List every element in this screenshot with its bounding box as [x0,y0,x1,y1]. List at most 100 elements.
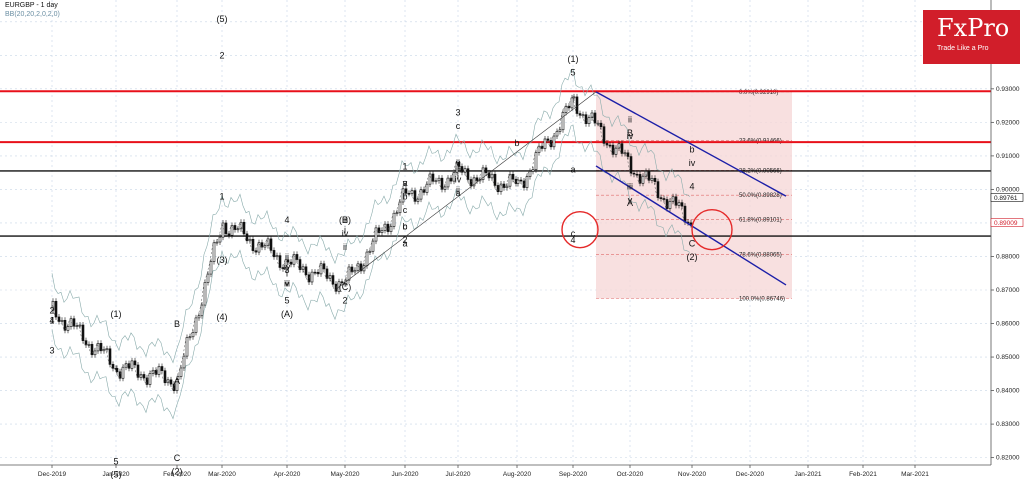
candle-body [457,161,461,167]
time-tick-label: Sep-2020 [559,471,588,478]
wave-label: (4) [217,312,228,322]
wave-label: iv [342,228,349,238]
candle-body [66,326,70,331]
candle-body [298,259,302,270]
candle-body [665,199,669,209]
candle-body [662,198,666,200]
candle-body [84,340,88,346]
wave-label: 4 [570,235,575,245]
candle-body [623,152,627,155]
candle-body [419,189,423,200]
candle-body [57,316,61,322]
candle-body [148,373,152,385]
wave-label: iii [342,215,348,225]
wave-label: (5) [111,470,122,479]
wave-label: 4 [284,215,289,225]
wave-label: (1) [568,54,579,64]
candle-body [680,202,684,207]
candle-body [499,183,503,193]
candle-body [377,227,381,233]
candle-body [493,173,497,186]
candle-body [546,138,550,141]
wave-label: c [456,121,461,131]
time-tick-label: Dec-2020 [736,471,765,478]
wave-label: (5) [217,14,228,24]
wave-label: b [402,222,407,232]
candle-body [635,173,639,176]
candle-body [200,304,204,317]
candle-body [516,179,520,184]
price-tick-label: 0.93000 [996,86,1020,93]
wave-label: 3 [49,346,54,356]
candle-body [644,171,648,177]
candle-body [54,301,58,318]
price-tick-label: 0.88000 [996,253,1020,260]
candle-body [111,364,115,369]
candle-body [191,332,195,338]
time-tick-label: Feb-2020 [163,471,191,478]
wave-label: 3 [284,265,289,275]
fib-level-label: 100.0%(0.86746) [739,297,785,303]
candle-body [328,275,332,279]
candle-body [63,319,67,331]
candle-body [371,240,375,252]
candle-body [142,374,146,379]
candle-body [668,200,672,209]
wave-label: b [689,145,694,155]
candle-body [659,197,663,199]
candle-body [575,96,579,114]
time-tick-label: Feb-2021 [849,471,877,478]
wave-label: 1 [49,316,54,326]
candle-body [224,222,228,235]
candle-body [118,371,122,379]
wave-label: v [456,158,461,168]
wave-label: 2 [49,305,54,315]
candle-body [182,355,186,369]
candle-body [620,143,624,154]
wave-label: ii [456,185,460,195]
candle-body [596,122,600,125]
current-price-label: 0.89009 [994,220,1018,227]
candle-body [248,238,252,242]
time-tick-label: Oct-2020 [617,471,644,478]
wave-label: 5 [113,456,118,466]
candle-body [395,212,399,215]
wave-label: i [286,269,288,279]
wave-label: B [174,319,180,329]
candle-body [301,266,305,270]
time-tick-label: Jan-2020 [102,471,129,478]
highlight-circle [691,208,733,251]
candle-body [163,370,167,384]
candle-body [295,254,299,260]
wave-label: b [514,138,519,148]
time-tick-label: Mar-2020 [208,471,236,478]
candle-body [130,360,134,369]
candle-body [434,180,438,183]
candle-body [511,173,515,180]
candle-body [629,156,633,174]
candle-body [69,318,73,327]
candle-body [215,241,219,244]
fxpro-logo: FxPro Trade Like a Pro [923,10,1020,64]
candle-body [212,242,216,262]
candle-body [558,129,562,132]
candle-body [350,266,354,273]
candle-body [602,126,606,144]
candle-body [581,114,585,116]
candle-body [319,263,323,275]
candle-body [365,251,369,267]
candle-body [413,190,417,202]
wave-label: 4 [689,181,694,191]
wave-label: v [628,195,633,205]
wave-label: (2) [172,466,183,476]
wave-label: 5 [570,67,575,77]
candle-body [543,138,547,149]
candle-body [194,317,198,333]
candle-body [460,166,464,173]
wave-label: (B) [339,215,351,225]
candle-body [286,259,290,263]
fib-level-label: 50.0%(0.89828) [739,193,782,199]
candle-body [263,245,267,248]
candle-body [257,242,261,253]
